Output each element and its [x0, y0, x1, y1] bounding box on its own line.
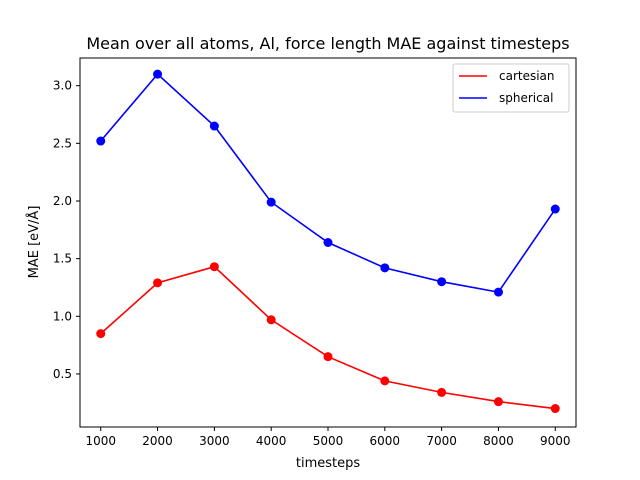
data-point-cartesian [493, 397, 503, 407]
data-point-cartesian [209, 262, 219, 272]
data-point-spherical [550, 204, 560, 214]
x-tick-label: 6000 [370, 434, 401, 448]
x-axis-label: timesteps [296, 456, 360, 471]
data-point-spherical [153, 69, 163, 79]
x-tick-label: 2000 [142, 434, 173, 448]
data-point-spherical [493, 287, 503, 297]
plot-area [96, 69, 560, 414]
data-point-cartesian [380, 376, 390, 386]
data-point-spherical [96, 136, 106, 146]
y-tick-label: 1.0 [53, 309, 72, 323]
axis-ticks: 1000 2000 3000 4000 5000 6000 7000 8000 9000 0.5 1… [53, 79, 571, 448]
data-point-cartesian [266, 315, 276, 325]
legend: cartesian spherical [452, 63, 570, 113]
y-tick-label: 1.5 [53, 252, 72, 266]
x-tick-label: 4000 [256, 434, 287, 448]
y-tick-label: 2.0 [53, 194, 72, 208]
x-tick-label: 5000 [313, 434, 344, 448]
data-point-cartesian [153, 278, 163, 288]
y-axis-label: MAE [eV/Å] [26, 206, 42, 279]
x-tick-label: 3000 [199, 434, 230, 448]
legend-label-spherical: spherical [499, 91, 553, 105]
data-point-spherical [323, 238, 333, 247]
data-point-spherical [209, 121, 219, 131]
chart-title: Mean over all atoms, Al, force length MA… [86, 34, 569, 53]
legend-label-cartesian: cartesian [499, 69, 555, 83]
data-point-spherical [437, 277, 447, 287]
x-tick-label: 9000 [540, 434, 571, 448]
x-tick-label: 7000 [426, 434, 457, 448]
x-tick-label: 1000 [85, 434, 116, 448]
data-point-spherical [380, 263, 390, 273]
data-point-cartesian [323, 352, 333, 362]
y-tick-label: 3.0 [53, 79, 72, 93]
data-point-spherical [266, 197, 276, 207]
y-tick-label: 2.5 [53, 136, 72, 150]
data-point-cartesian [550, 404, 560, 414]
data-point-cartesian [437, 387, 447, 397]
y-tick-label: 0.5 [53, 367, 72, 381]
data-point-cartesian [96, 329, 106, 339]
x-tick-label: 8000 [483, 434, 514, 448]
axes-frame [79, 57, 577, 428]
